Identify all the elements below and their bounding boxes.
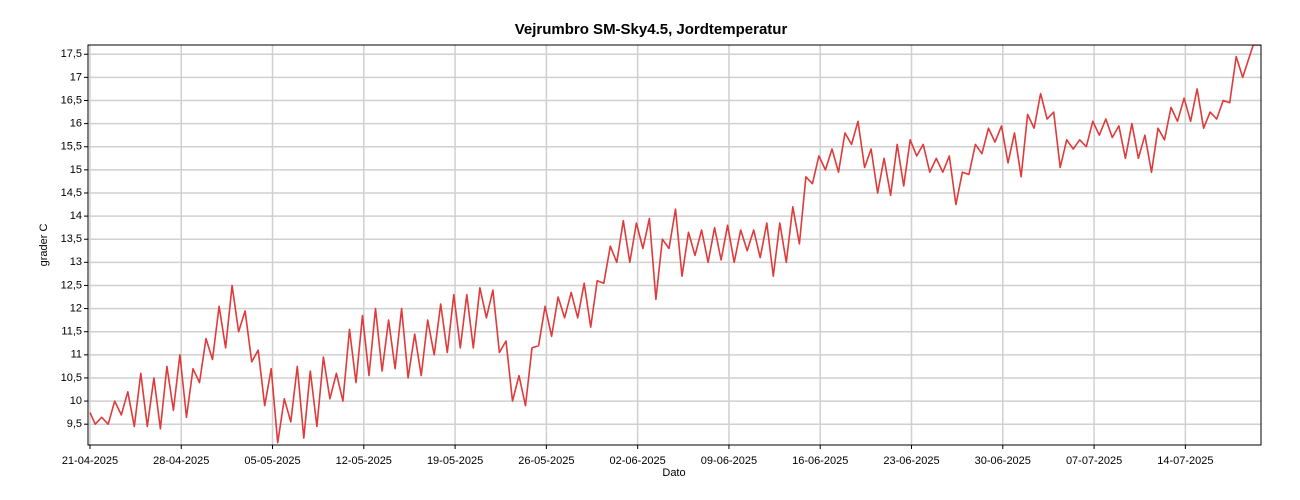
y-tick-label: 17	[70, 71, 82, 83]
y-axis-label: grader C	[38, 224, 50, 267]
plot-frame	[87, 44, 1262, 446]
y-tick-label: 13	[70, 256, 82, 268]
y-tick-label: 9,5	[67, 418, 82, 430]
x-tick-label: 30-06-2025	[975, 455, 1031, 467]
x-tick-label: 05-05-2025	[244, 455, 300, 467]
x-tick-label: 23-06-2025	[883, 455, 939, 467]
x-tick-label: 07-07-2025	[1066, 455, 1122, 467]
y-tick-label: 15	[70, 164, 82, 176]
x-tick-label: 19-05-2025	[427, 455, 483, 467]
y-tick-label: 14	[70, 210, 82, 222]
y-tick-label: 11,5	[61, 326, 82, 338]
x-tick-label: 26-05-2025	[518, 455, 574, 467]
y-tick-label: 12	[70, 302, 82, 314]
y-tick-label: 11	[71, 349, 82, 361]
y-tick-label: 10	[70, 395, 82, 407]
x-tick-label: 21-04-2025	[62, 455, 118, 467]
chart-title: Vejrumbro SM-Sky4.5, Jordtemperatur	[515, 21, 788, 38]
y-tick-label: 15,5	[61, 141, 82, 153]
y-tick-label: 13,5	[61, 233, 82, 245]
y-tick-label: 14,5	[61, 187, 82, 199]
y-tick-label: 16,5	[61, 94, 82, 106]
y-tick-label: 17,5	[61, 48, 82, 60]
x-axis-label: Dato	[662, 467, 685, 479]
x-tick-label: 02-06-2025	[610, 455, 666, 467]
x-tick-label: 16-06-2025	[792, 455, 848, 467]
x-tick-label: 28-04-2025	[153, 455, 209, 467]
x-tick-label: 09-06-2025	[701, 455, 757, 467]
x-tick-label: 12-05-2025	[336, 455, 392, 467]
y-tick-label: 16	[70, 118, 82, 130]
x-tick-label: 14-07-2025	[1157, 455, 1213, 467]
line	[89, 45, 1261, 444]
y-tick-label: 12,5	[61, 279, 82, 291]
y-tick-label: 10,5	[61, 372, 82, 384]
plot	[89, 45, 1261, 444]
grid: 9,5 10 10,5 11 11,5 12 12,5 13 13,5 14 14,5 15 15,5 1…	[61, 45, 1261, 467]
